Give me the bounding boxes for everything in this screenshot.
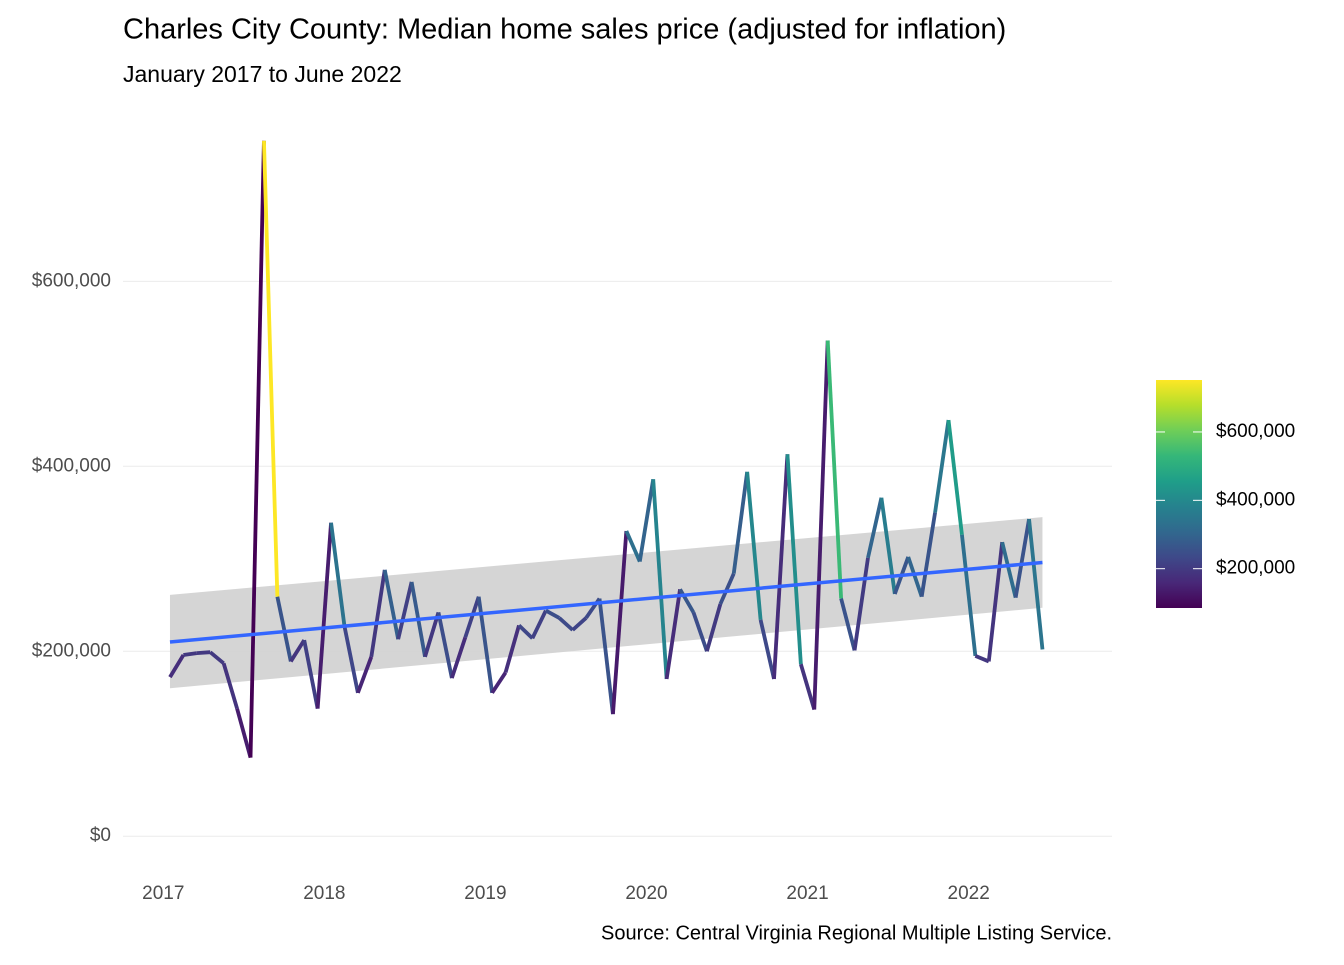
line-segment — [705, 603, 723, 652]
line-segment — [490, 671, 508, 694]
x-tick-label: 2022 — [948, 883, 990, 904]
colorbar — [1156, 380, 1202, 608]
line-segment — [196, 650, 211, 656]
line-segment — [852, 557, 870, 651]
legend-label: $400,000 — [1216, 489, 1295, 510]
y-tick-label: $600,000 — [32, 270, 111, 291]
line-segment — [517, 624, 534, 640]
line-segment — [678, 588, 696, 614]
line-segment — [1000, 541, 1018, 599]
line-segment — [329, 522, 347, 627]
line-segment — [839, 598, 857, 651]
x-tick-label: 2021 — [786, 883, 828, 904]
line-segment — [183, 651, 198, 657]
line-segment — [1027, 518, 1045, 650]
line-segment — [463, 596, 481, 638]
y-tick-label: $400,000 — [32, 455, 111, 476]
line-segment — [221, 662, 239, 710]
line-segment — [906, 556, 924, 598]
line-segment — [611, 530, 629, 715]
line-segment — [302, 639, 320, 709]
line-segment — [382, 569, 401, 640]
line-segment — [974, 654, 990, 664]
y-tick-label: $0 — [90, 825, 111, 846]
line-segment — [369, 569, 387, 658]
line-segment — [960, 534, 978, 657]
line-segment — [436, 612, 454, 679]
legend-label: $200,000 — [1216, 558, 1295, 579]
line-segment — [396, 581, 414, 640]
line-segment — [356, 656, 374, 694]
line-segment — [557, 616, 574, 632]
line-segment — [651, 479, 669, 680]
line-segment — [248, 140, 266, 758]
line-segment — [772, 454, 790, 680]
line-segment — [785, 454, 803, 665]
x-tick-label: 2017 — [142, 883, 184, 904]
x-tick-label: 2020 — [625, 883, 667, 904]
x-tick-label: 2019 — [464, 883, 506, 904]
line-segment — [919, 512, 937, 598]
line-segment — [503, 624, 521, 674]
line-segment — [597, 598, 615, 715]
line-segment — [866, 497, 884, 559]
line-segment — [262, 140, 280, 597]
line-segment — [933, 419, 951, 513]
line-segment — [168, 653, 186, 679]
line-segment — [342, 625, 360, 694]
x-tick-label: 2018 — [303, 883, 345, 904]
line-segment — [799, 663, 817, 711]
line-segment — [812, 340, 830, 710]
trend-line — [169, 560, 1043, 644]
line-segment — [423, 611, 441, 658]
line-segment — [691, 611, 709, 652]
legend-label: $600,000 — [1216, 421, 1295, 442]
line-segment — [664, 589, 682, 680]
line-segment — [544, 608, 561, 620]
line-segment — [571, 616, 588, 632]
chart-subtitle: January 2017 to June 2022 — [123, 61, 402, 87]
line-segment — [530, 609, 548, 640]
line-segment — [745, 471, 763, 620]
line-segment — [758, 619, 776, 680]
chart-title: Charles City County: Median home sales p… — [123, 14, 1006, 46]
line-segment — [275, 596, 293, 662]
line-segment — [209, 650, 225, 665]
line-segment — [1013, 518, 1031, 598]
line-segment — [637, 478, 656, 562]
line-segment — [235, 708, 253, 759]
line-segment — [450, 636, 468, 679]
line-segment — [315, 522, 333, 709]
line-segment — [718, 572, 736, 605]
line-segment — [289, 639, 306, 663]
y-tick-label: $200,000 — [32, 640, 111, 661]
line-segment — [825, 340, 844, 599]
caption: Source: Central Virginia Regional Multip… — [601, 922, 1112, 944]
line-segment — [731, 471, 750, 574]
line-segment — [986, 541, 1005, 662]
line-segment — [624, 530, 642, 563]
line-segment — [946, 419, 964, 535]
